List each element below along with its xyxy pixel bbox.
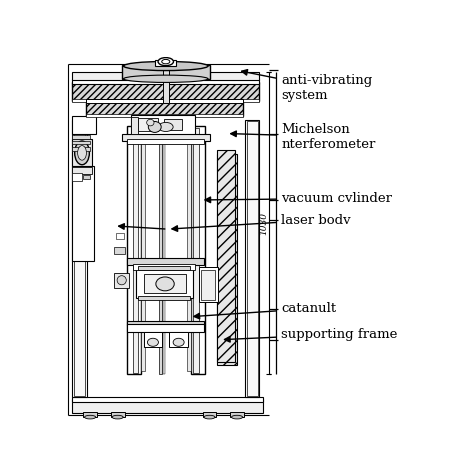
Bar — [86, 114, 243, 117]
Bar — [138, 265, 191, 270]
Bar — [86, 99, 243, 102]
Bar — [159, 126, 162, 374]
Ellipse shape — [156, 277, 174, 291]
Bar — [114, 246, 125, 254]
Ellipse shape — [124, 75, 208, 82]
Text: Michelson
nterferometer: Michelson nterferometer — [231, 123, 376, 151]
Text: anti-vibrating
system: anti-vibrating system — [242, 70, 373, 102]
Bar — [110, 412, 125, 417]
Bar — [73, 173, 82, 181]
Bar — [127, 139, 204, 145]
Bar — [164, 119, 182, 130]
Bar — [72, 99, 259, 102]
Bar — [127, 258, 204, 265]
Bar — [191, 126, 205, 374]
Bar — [72, 166, 94, 261]
Bar — [202, 412, 217, 417]
Bar — [187, 128, 191, 371]
Ellipse shape — [146, 119, 154, 126]
Ellipse shape — [162, 59, 170, 64]
Bar — [86, 100, 243, 116]
Bar — [144, 332, 162, 347]
Text: 1030: 1030 — [259, 212, 268, 235]
Ellipse shape — [158, 122, 173, 131]
Bar — [72, 120, 87, 397]
Ellipse shape — [148, 121, 161, 132]
Bar — [72, 79, 259, 84]
Ellipse shape — [75, 141, 90, 165]
Bar — [217, 150, 235, 362]
Bar — [201, 270, 215, 300]
Bar — [83, 412, 97, 417]
Bar — [138, 296, 191, 300]
Bar — [73, 147, 90, 151]
Bar — [163, 126, 165, 374]
Bar — [193, 128, 199, 373]
Bar — [169, 332, 188, 347]
Bar — [73, 139, 91, 166]
Bar — [127, 126, 141, 374]
Bar — [127, 321, 204, 325]
Bar — [138, 118, 158, 131]
Text: vacuum cvlinder: vacuum cvlinder — [205, 192, 392, 205]
Bar — [155, 60, 176, 66]
Bar — [73, 141, 90, 145]
Bar — [141, 128, 145, 371]
Bar — [131, 117, 138, 134]
Ellipse shape — [84, 415, 96, 419]
Ellipse shape — [158, 58, 173, 65]
Bar — [199, 267, 218, 302]
Ellipse shape — [204, 415, 215, 419]
Bar — [131, 115, 195, 136]
Ellipse shape — [124, 62, 208, 71]
Bar — [127, 324, 204, 332]
Bar — [144, 273, 186, 293]
Bar — [72, 82, 259, 100]
Ellipse shape — [231, 415, 243, 419]
Bar — [114, 273, 129, 288]
Ellipse shape — [112, 415, 123, 419]
Bar — [137, 269, 193, 298]
Bar — [133, 264, 195, 270]
Bar — [217, 154, 237, 365]
Ellipse shape — [117, 276, 126, 285]
Bar — [122, 134, 210, 141]
Bar — [163, 66, 169, 102]
Bar — [72, 116, 96, 134]
Bar — [246, 121, 258, 396]
Bar — [72, 397, 263, 402]
Text: laser bodv: laser bodv — [172, 213, 351, 231]
Bar — [230, 412, 244, 417]
Text: catanult: catanult — [194, 302, 337, 319]
Ellipse shape — [147, 338, 158, 346]
Bar — [72, 72, 259, 80]
Bar — [73, 136, 90, 139]
Bar — [133, 128, 138, 373]
Ellipse shape — [173, 338, 184, 346]
Bar — [72, 399, 263, 413]
Bar — [245, 120, 259, 397]
Ellipse shape — [78, 146, 86, 160]
Bar — [116, 233, 124, 239]
Bar — [74, 121, 85, 396]
Bar — [122, 65, 210, 79]
Text: supporting frame: supporting frame — [225, 328, 398, 342]
Bar — [83, 175, 91, 179]
Bar — [73, 167, 91, 173]
